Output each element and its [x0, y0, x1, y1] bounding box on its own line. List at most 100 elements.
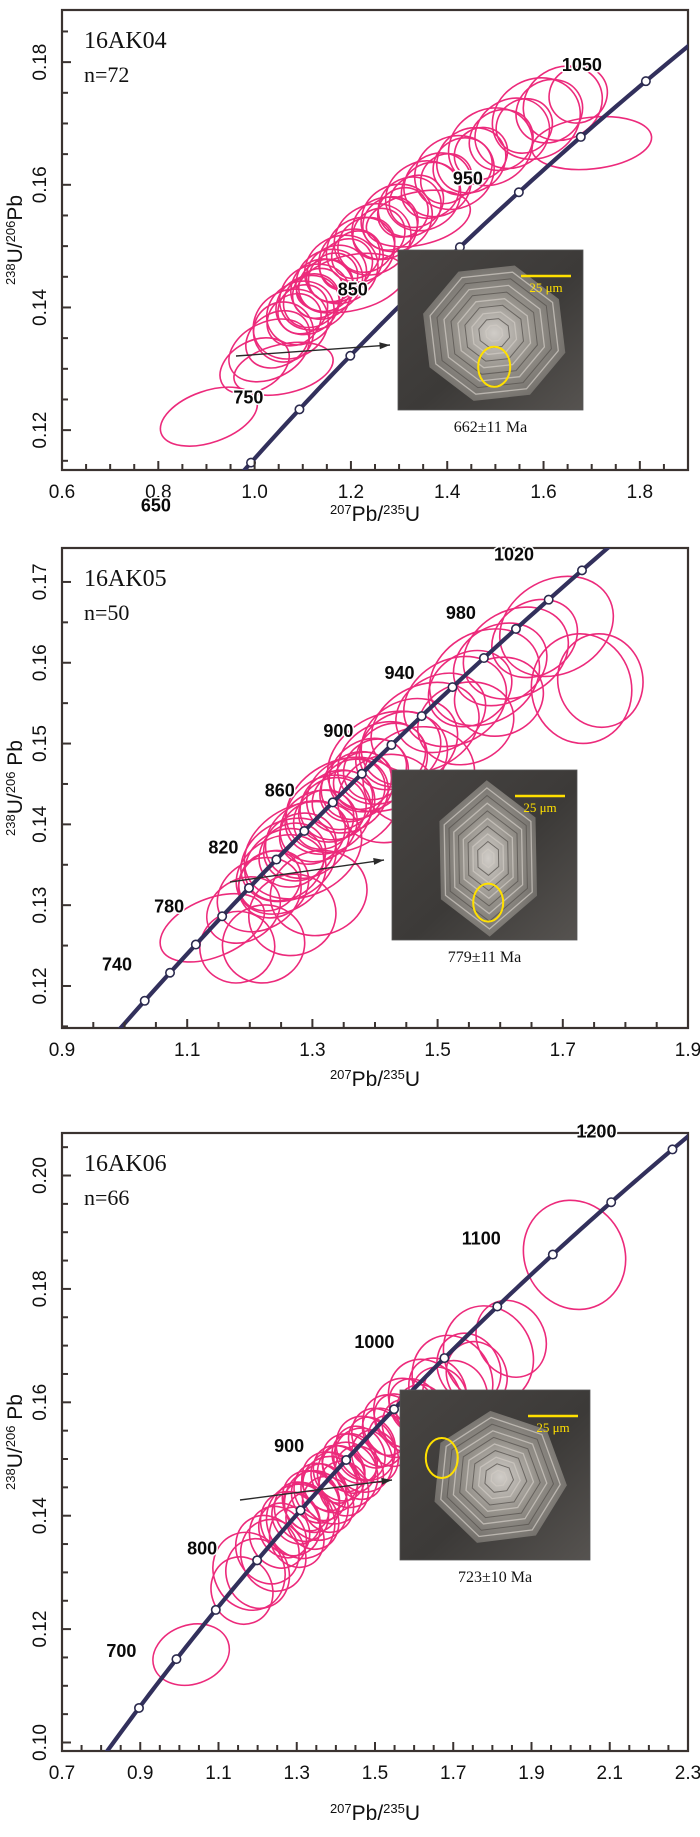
x-tick-label: 1.4: [434, 482, 461, 503]
y-tick-label: 0.16: [30, 166, 51, 203]
inset-leader-line: [229, 859, 385, 883]
zircon-grain-outline: [423, 265, 566, 401]
error-ellipse: [243, 800, 363, 900]
concordia-age-node: [244, 882, 255, 893]
concordia-age-node: [389, 1404, 400, 1415]
concordia-age-node: [190, 939, 201, 950]
y-tick-label: 0.16: [30, 644, 51, 681]
concordia-age-labels: 650 750 850 950 1050: [139, 54, 603, 517]
concordia-age-labels: 700 800 900 1000 1100 1200: [105, 1120, 618, 1663]
concordia-age-node: [478, 653, 489, 664]
concordia-age-node: [640, 76, 651, 87]
sample-count-label: n=72: [84, 62, 129, 87]
zircon-zoning-ring: [481, 848, 495, 869]
concordia-age-node: [165, 967, 176, 978]
error-ellipse: [403, 152, 472, 218]
analysis-spot-circle: [477, 345, 512, 388]
concordia-age-node: [543, 594, 554, 605]
zircon-zoning-ring: [429, 271, 559, 395]
zircon-zoning-ring: [436, 278, 552, 389]
panel-b-x-axis: 0.9 1.1 1.3 1.5 1.7 1.9: [49, 1019, 700, 1061]
zircon-zoning-ring: [467, 825, 509, 892]
concordia-age-label: 860: [265, 780, 295, 800]
error-ellipse: [292, 789, 355, 850]
error-ellipse: [239, 1518, 307, 1593]
concordia-panel-16ak06: 0.7 0.9 1.1 1.3 1.5 1.7 1.9 2.1 2.3 0.10 0.12 0.14 0…: [0, 1115, 700, 1837]
error-ellipse: [453, 126, 509, 181]
x-tick-label: 1.6: [530, 482, 556, 503]
zircon-zoning-ring: [472, 833, 505, 884]
concordia-curve: [104, 1133, 688, 1751]
zircon-cl-inset: 25 μm 662±11 Ma: [235, 249, 584, 436]
error-ellipse-group: [159, 65, 653, 447]
error-ellipse: [301, 1451, 359, 1514]
x-tick-label: 0.6: [49, 482, 75, 503]
y-tick-label: 0.17: [30, 563, 51, 600]
error-ellipse: [285, 1490, 340, 1551]
zircon-zoning-ring: [490, 1469, 508, 1487]
concordia-age-label: 950: [453, 168, 483, 188]
error-ellipse: [475, 1299, 548, 1378]
error-ellipse: [225, 1537, 291, 1610]
concordia-age-node: [210, 1604, 221, 1615]
error-ellipse: [268, 1506, 325, 1569]
concordia-age-node: [547, 1249, 558, 1260]
error-ellipse: [498, 575, 615, 678]
error-ellipse: [233, 341, 334, 397]
zircon-grain-outline: [439, 780, 537, 937]
inset-leader-line: [239, 1479, 393, 1501]
concordia-age-nodes: [139, 565, 587, 1006]
concordia-age-node: [510, 623, 521, 634]
zircon-zoning-ring: [457, 298, 532, 369]
concordia-age-node: [327, 797, 338, 808]
x-tick-label: 0.8: [145, 482, 171, 503]
y-tick-label: 0.10: [30, 1724, 51, 1761]
concordia-age-label: 1200: [576, 1121, 616, 1141]
error-ellipse: [531, 115, 653, 171]
error-ellipse: [432, 137, 493, 196]
zircon-zoning-ring: [464, 304, 525, 362]
y-axis-title: 238U/206 Pb: [3, 740, 28, 836]
error-ellipse: [556, 632, 644, 729]
concordia-age-nodes: [133, 1144, 678, 1713]
concordia-age-label: 750: [233, 387, 263, 407]
concordia-age-label: 700: [106, 1641, 136, 1661]
concordia-age-label: 900: [323, 721, 353, 741]
concordia-age-node: [356, 768, 367, 779]
concordia-age-labels: 740 780 820 860 900 940 980 1020: [100, 543, 535, 976]
error-ellipse: [152, 1623, 231, 1687]
y-tick-label: 0.12: [30, 412, 51, 449]
concordia-age-node: [667, 1144, 678, 1155]
concordia-age-node: [271, 854, 282, 865]
x-tick-label: 1.7: [550, 1040, 576, 1061]
concordia-age-label: 820: [208, 838, 238, 858]
y-tick-label: 0.13: [30, 887, 51, 924]
zircon-cl-inset: 25 μm 723±10 Ma: [239, 1389, 591, 1586]
zircon-grain-outline: [434, 1410, 567, 1543]
error-ellipse: [495, 97, 554, 154]
zircon-zoning-ring: [443, 787, 533, 930]
x-axis-title: 207Pb/235U: [330, 502, 420, 527]
concordia-age-label: 900: [274, 1436, 304, 1456]
panel-c-x-axis: 0.7 0.9 1.1 1.3 1.5 1.7 1.9 2.1 2.3: [49, 1742, 700, 1784]
error-ellipse: [318, 238, 374, 292]
zircon-zoning-ring: [453, 802, 524, 915]
error-ellipse: [474, 97, 551, 170]
error-ellipse: [522, 1199, 627, 1311]
y-axis-title: 238U/206Pb: [3, 195, 28, 285]
zircon-zoning-ring: [477, 840, 500, 876]
x-tick-label: 0.9: [49, 1040, 75, 1061]
concordia-age-label: 850: [338, 280, 368, 300]
inset-arrow-head: [373, 858, 384, 865]
zircon-zoning-ring: [459, 1436, 541, 1519]
concordia-age-label: 800: [187, 1538, 217, 1558]
sample-name-label: 16AK06: [84, 1151, 167, 1177]
y-tick-label: 0.18: [30, 1270, 51, 1307]
error-ellipse: [234, 1514, 300, 1585]
panel-c-y-axis: 0.10 0.12 0.14 0.16 0.18 0.20: [30, 1146, 71, 1761]
error-ellipse: [295, 248, 364, 314]
inset-age-caption: 723±10 Ma: [458, 1569, 532, 1586]
concordia-age-node: [606, 1197, 617, 1208]
error-ellipse: [301, 1475, 355, 1534]
